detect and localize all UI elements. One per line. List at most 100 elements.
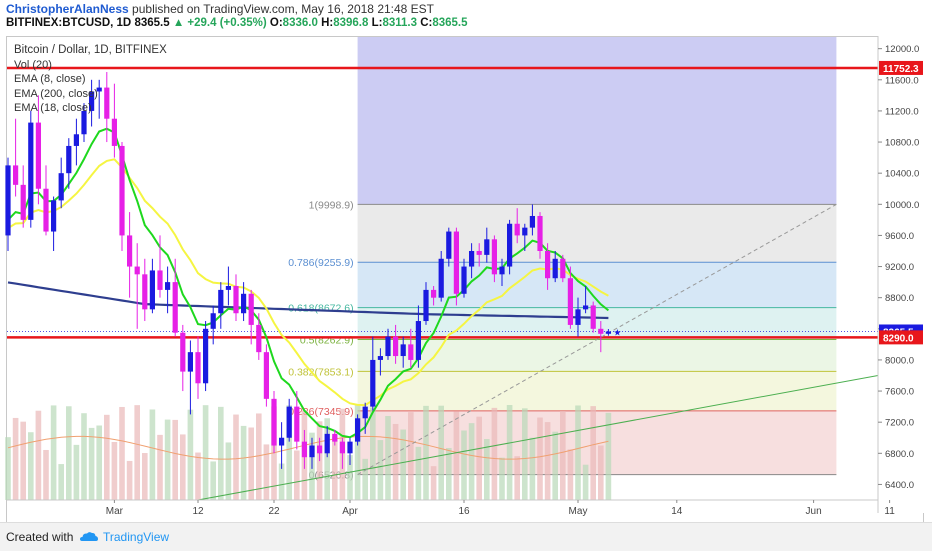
price-tag-label: 8290.0 bbox=[883, 333, 914, 344]
fib-level-label: 0.382(7853.1) bbox=[288, 366, 353, 378]
candle-body bbox=[499, 266, 505, 275]
volume-bar bbox=[544, 422, 551, 500]
publish-line: ChristopherAlanNess published on Trading… bbox=[6, 2, 434, 16]
volume-bar bbox=[134, 405, 140, 500]
volume-bar bbox=[180, 434, 186, 500]
candle-body bbox=[134, 266, 140, 275]
candle-body bbox=[248, 293, 254, 325]
volume-bar bbox=[491, 407, 498, 500]
tradingview-logo-icon bbox=[80, 532, 98, 541]
candle-body bbox=[5, 165, 11, 236]
close-value: 8365.5 bbox=[432, 17, 468, 29]
tradingview-link[interactable]: TradingView bbox=[103, 530, 170, 544]
candle-body bbox=[66, 145, 72, 174]
time-axis-label: Mar bbox=[106, 506, 124, 517]
volume-bar bbox=[210, 461, 216, 500]
candle-body bbox=[415, 321, 421, 360]
price-axis-label: 7600.0 bbox=[885, 387, 914, 398]
volume-bar bbox=[294, 450, 300, 500]
fib-zone-band bbox=[357, 339, 837, 372]
time-axis-label: 12 bbox=[192, 506, 204, 517]
published-text: published on TradingView.com, May 16, 20… bbox=[132, 2, 435, 16]
candle-body bbox=[203, 328, 209, 384]
legend-item-ema18[interactable]: EMA (18, close) bbox=[14, 102, 92, 114]
candle-body bbox=[35, 122, 41, 189]
price-axis-label: 6400.0 bbox=[885, 480, 914, 491]
volume-bar bbox=[126, 460, 133, 500]
legend-title: Bitcoin / Dollar, 1D, BITFINEX bbox=[14, 44, 167, 56]
volume-bar bbox=[81, 413, 87, 500]
candle-body bbox=[142, 274, 148, 310]
volume-bar bbox=[225, 442, 232, 500]
footer-bar: Created with TradingView bbox=[0, 522, 932, 551]
candle-body bbox=[104, 87, 110, 119]
volume-bar bbox=[66, 406, 72, 500]
candle-body bbox=[233, 286, 239, 314]
volume-bar bbox=[256, 413, 262, 500]
author-link[interactable]: ChristopherAlanNess bbox=[6, 2, 129, 16]
fib-zone-band bbox=[357, 307, 837, 340]
candle-body bbox=[111, 118, 117, 146]
volume-bar bbox=[590, 406, 596, 500]
price-axis-label: 8000.0 bbox=[885, 355, 914, 366]
price-tag-bg bbox=[879, 60, 923, 75]
volume-bar bbox=[400, 429, 406, 500]
candle-body bbox=[13, 165, 19, 185]
volume-bar bbox=[347, 455, 353, 500]
candle-body bbox=[241, 293, 247, 314]
candle-body bbox=[484, 239, 490, 255]
price-change: ▲ +29.4 (+0.35%) bbox=[172, 17, 267, 29]
candle-body bbox=[598, 328, 604, 334]
candle-body bbox=[514, 223, 520, 236]
volume-bar bbox=[354, 405, 361, 500]
price-axis-label: 10400.0 bbox=[885, 169, 919, 180]
candle-body bbox=[362, 406, 368, 419]
low-value: 8311.3 bbox=[382, 17, 417, 29]
volume-bar bbox=[499, 457, 505, 500]
candle-body bbox=[51, 200, 57, 232]
volume-bar bbox=[484, 439, 490, 500]
candle-body bbox=[119, 145, 125, 236]
volume-bar bbox=[324, 418, 330, 500]
volume-bar bbox=[575, 405, 581, 500]
volume-bar bbox=[370, 407, 376, 500]
volume-bar bbox=[157, 434, 163, 500]
volume-bar bbox=[560, 411, 566, 500]
candle-body bbox=[567, 278, 573, 325]
legend-item-vol[interactable]: Vol (20) bbox=[14, 58, 52, 71]
volume-bar bbox=[240, 425, 247, 500]
volume-ma-line bbox=[7, 435, 609, 460]
candle-body bbox=[393, 336, 399, 357]
last-price: 8365.5 bbox=[134, 17, 170, 29]
chart-header: ChristopherAlanNess published on Trading… bbox=[0, 0, 932, 34]
candle-body bbox=[317, 445, 323, 454]
candle-body bbox=[172, 282, 178, 333]
price-axis-label: 12000.0 bbox=[885, 44, 919, 55]
fib-level-label: 0.786(9255.9) bbox=[288, 257, 353, 269]
volume-bar bbox=[187, 409, 194, 500]
candle-body bbox=[195, 352, 201, 384]
created-with-text: Created with bbox=[6, 530, 74, 544]
volume-bar bbox=[5, 437, 11, 500]
candle-body bbox=[590, 305, 596, 329]
candle-body bbox=[332, 433, 338, 442]
candle-body bbox=[552, 258, 558, 279]
candle-body bbox=[127, 235, 133, 267]
time-axis-label: 16 bbox=[458, 506, 470, 517]
price-axis-label: 9600.0 bbox=[885, 231, 914, 242]
price-tag-bg bbox=[879, 330, 923, 345]
volume-bar bbox=[73, 444, 80, 500]
volume-bar bbox=[582, 464, 589, 500]
candle-body bbox=[545, 250, 551, 279]
legend-item-ema200[interactable]: EMA (200, close) bbox=[14, 87, 98, 100]
volume-bar bbox=[537, 417, 543, 500]
volume-bar bbox=[58, 464, 64, 500]
volume-bar bbox=[461, 430, 467, 500]
candle-body bbox=[58, 173, 64, 201]
open-value: 8336.0 bbox=[282, 17, 318, 29]
candle-body bbox=[180, 332, 186, 372]
legend-item-ema8[interactable]: EMA (8, close) bbox=[14, 73, 86, 85]
price-axis-bg bbox=[878, 36, 924, 513]
candle-body bbox=[423, 289, 429, 322]
